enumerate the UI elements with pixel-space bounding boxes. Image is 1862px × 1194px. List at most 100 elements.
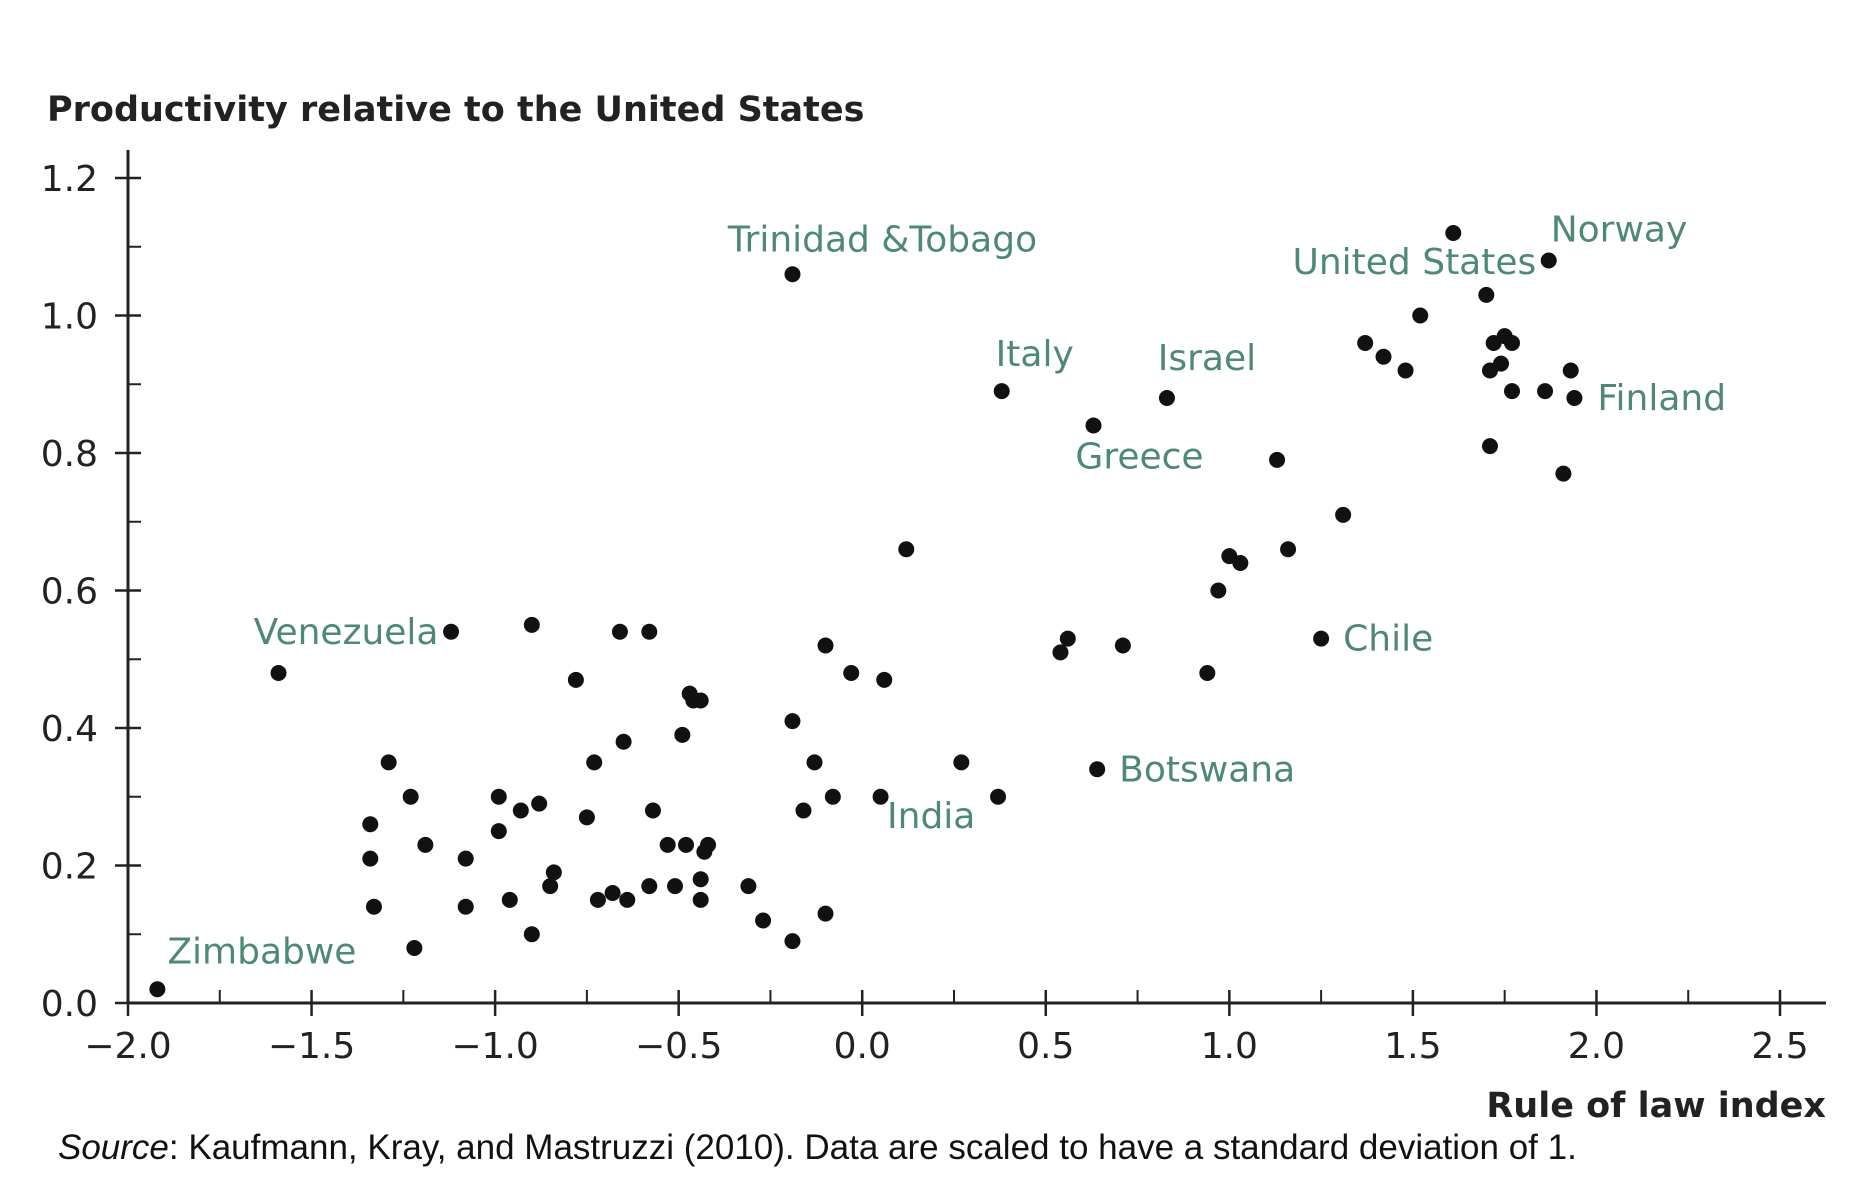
- data-point: [1059, 630, 1076, 647]
- data-point: [1537, 383, 1554, 400]
- data-point: [531, 795, 548, 812]
- data-point: [1412, 307, 1429, 324]
- data-point: [1089, 761, 1106, 778]
- data-point: [843, 665, 860, 681]
- data-point: [1504, 383, 1521, 400]
- data-point: [872, 788, 889, 805]
- data-point: [784, 713, 801, 730]
- data-point: [953, 754, 970, 771]
- x-tick-label: 0.5: [1017, 1026, 1074, 1067]
- annotation-label: Greece: [1075, 437, 1203, 478]
- data-point: [898, 541, 915, 558]
- data-point: [417, 836, 434, 853]
- data-point: [1562, 362, 1579, 379]
- x-tick-label: 1.5: [1384, 1026, 1441, 1067]
- data-point: [1445, 225, 1462, 241]
- y-axis-ticks: 0.0 0.2 0.4 0.6 0.8 1.0 1.2: [41, 159, 141, 1025]
- data-point: [806, 754, 823, 771]
- data-point: [1232, 555, 1249, 571]
- data-point: [1397, 362, 1414, 379]
- y-tick-label: 0.6: [41, 572, 98, 613]
- data-point: [659, 836, 676, 853]
- y-tick-label: 1.2: [41, 159, 98, 200]
- x-tick-label: −1.5: [268, 1026, 355, 1067]
- data-point: [1357, 335, 1374, 351]
- data-point: [1504, 335, 1521, 351]
- y-tick-label: 0.0: [41, 984, 98, 1025]
- data-point: [692, 871, 709, 888]
- data-point: [523, 926, 540, 943]
- data-point: [876, 671, 893, 688]
- data-point: [641, 878, 658, 895]
- annotation-label: India: [887, 796, 975, 837]
- data-point: [149, 981, 166, 998]
- y-axis-label: Productivity relative to the United Stat…: [47, 90, 864, 130]
- y-tick-label: 0.8: [41, 434, 98, 475]
- data-point: [1313, 630, 1330, 647]
- data-point: [523, 616, 540, 633]
- source-note: Source: Kaufmann, Kray, and Mastruzzi (2…: [58, 1128, 1577, 1168]
- data-point: [615, 733, 632, 750]
- data-point: [1052, 644, 1069, 661]
- data-point: [1280, 541, 1297, 558]
- data-point: [457, 898, 474, 915]
- data-point: [644, 802, 661, 819]
- data-point: [1114, 637, 1131, 654]
- data-point: [1478, 286, 1495, 303]
- data-point: [604, 885, 621, 901]
- axes: [126, 150, 1826, 1005]
- data-point: [1566, 390, 1583, 406]
- data-point: [817, 637, 834, 654]
- data-point: [542, 878, 559, 895]
- data-point: [817, 905, 834, 922]
- data-point: [619, 891, 636, 908]
- data-point: [1199, 665, 1216, 681]
- data-point: [824, 788, 841, 805]
- annotation-label: Finland: [1597, 378, 1726, 419]
- data-point: [784, 933, 801, 950]
- y-tick-label: 0.4: [41, 709, 98, 750]
- data-point: [1210, 582, 1227, 599]
- x-tick-label: 1.0: [1201, 1026, 1258, 1067]
- data-point: [1335, 506, 1352, 523]
- data-point: [1481, 438, 1498, 455]
- annotation-label: United States: [1292, 242, 1536, 283]
- data-point: [443, 623, 460, 640]
- x-tick-label: 2.0: [1568, 1026, 1625, 1067]
- data-point: [1375, 348, 1392, 365]
- data-point: [740, 878, 757, 895]
- data-point: [1540, 252, 1557, 269]
- annotation-label: Trinidad &Tobago: [727, 219, 1037, 260]
- data-point: [666, 878, 683, 895]
- x-tick-label: 2.5: [1751, 1026, 1808, 1067]
- data-point: [1492, 355, 1509, 372]
- data-point: [586, 754, 603, 771]
- data-points: [149, 225, 1583, 998]
- data-point: [1158, 390, 1175, 406]
- x-tick-label: −2.0: [84, 1026, 171, 1067]
- source-text: : Kaufmann, Kray, and Mastruzzi (2010). …: [168, 1128, 1577, 1167]
- data-point: [641, 623, 658, 640]
- data-point: [755, 912, 772, 929]
- data-point: [406, 940, 423, 956]
- data-point: [692, 692, 709, 709]
- data-point: [490, 823, 507, 840]
- data-point: [1555, 465, 1572, 482]
- data-point: [402, 788, 419, 805]
- data-point: [545, 864, 562, 881]
- y-tick-label: 1.0: [41, 297, 98, 338]
- x-tick-label: 0.0: [834, 1026, 891, 1067]
- data-point: [567, 671, 584, 688]
- x-tick-label: −1.0: [451, 1026, 538, 1067]
- data-point: [784, 266, 801, 283]
- data-point: [1085, 417, 1102, 434]
- annotation-label: Chile: [1343, 619, 1433, 660]
- data-point: [380, 754, 397, 771]
- x-axis-ticks: −2.0 −1.5 −1.0 −0.5 0.0 0.5 1.0 1.5 2.0 2.5: [84, 990, 1809, 1067]
- data-point: [700, 836, 717, 853]
- annotation-label: Zimbabwe: [167, 931, 356, 972]
- data-point: [501, 891, 518, 908]
- y-tick-label: 0.2: [41, 847, 98, 888]
- data-point: [362, 816, 379, 833]
- data-point: [678, 836, 695, 853]
